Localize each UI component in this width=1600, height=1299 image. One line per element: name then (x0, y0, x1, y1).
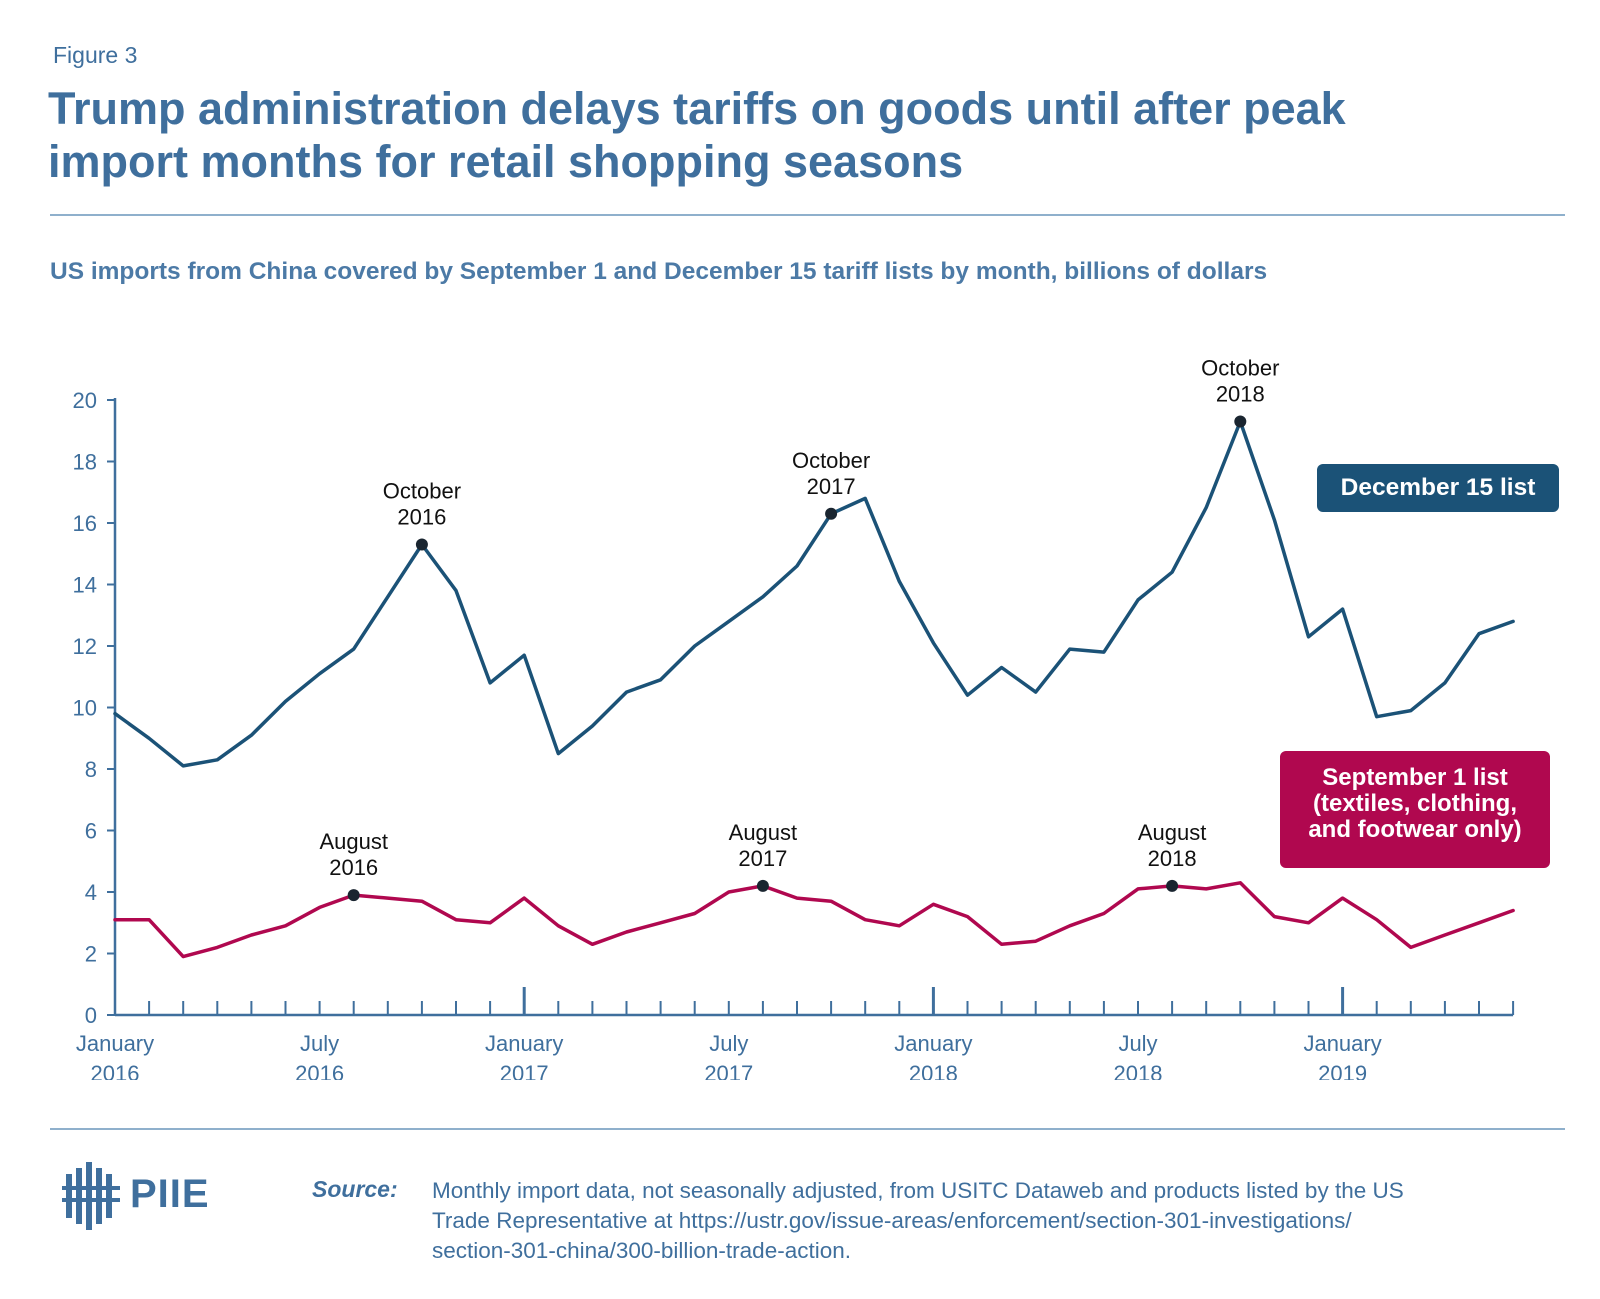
y-tick-label: 2 (85, 942, 97, 967)
x-tick-label-month: January (76, 1031, 154, 1056)
annotation-marker (756, 879, 769, 892)
legend-september-line-3: and footwear only) (1308, 816, 1522, 843)
annotation-year: 2016 (397, 505, 446, 530)
annotation-month: October (792, 448, 870, 473)
y-tick-label: 12 (73, 634, 97, 659)
annotation-year: 2018 (1148, 846, 1197, 871)
piie-building-logo-icon (62, 1162, 120, 1230)
legend-september-1: September 1 list (textiles, clothing, an… (1280, 751, 1550, 868)
x-tick-label-year: 2019 (1318, 1061, 1367, 1080)
legend-september-line-1: September 1 list (1322, 764, 1508, 791)
y-tick-label: 16 (73, 511, 97, 536)
piie-logo-text: PIIE (130, 1172, 210, 1216)
x-tick-label-month: January (1303, 1031, 1381, 1056)
annotation-marker (415, 538, 428, 551)
y-tick-label: 0 (85, 1003, 97, 1028)
x-tick-label-year: 2016 (295, 1061, 344, 1080)
y-tick-label: 4 (85, 880, 97, 905)
legend-september-line-2: (textiles, clothing, (1312, 790, 1518, 817)
legend-december-15: December 15 list (1317, 464, 1559, 512)
y-tick-label: 14 (73, 573, 97, 598)
top-divider (50, 214, 1565, 216)
source-line-3: section-301-china/300-billion-trade-acti… (432, 1238, 851, 1263)
x-tick-label-year: 2016 (91, 1061, 140, 1080)
x-tick-label-month: July (1118, 1031, 1157, 1056)
source-label: Source: (312, 1176, 398, 1202)
annotation-month: October (1201, 356, 1279, 381)
x-tick-label-year: 2018 (909, 1061, 958, 1080)
x-tick-label-year: 2017 (704, 1061, 753, 1080)
y-tick-label: 8 (85, 757, 97, 782)
figure-label: Figure 3 (53, 42, 138, 68)
annotation-year: 2017 (738, 846, 787, 871)
annotation-year: 2017 (807, 474, 856, 499)
source-line-1: Monthly import data, not seasonally adju… (432, 1178, 1404, 1203)
annotation-marker (1234, 415, 1247, 428)
chart-title-line-2: import months for retail shopping season… (48, 136, 964, 187)
series-line-december-15 (113, 419, 1515, 768)
annotation-month: August (319, 829, 388, 854)
annotation-month: August (729, 820, 798, 845)
x-tick-label-year: 2017 (500, 1061, 549, 1080)
x-tick-label-month: July (709, 1031, 748, 1056)
x-tick-label-month: January (894, 1031, 972, 1056)
chart-title-line-1: Trump administration delays tariffs on g… (48, 83, 1346, 134)
annotation-month: August (1138, 820, 1207, 845)
source-line-2: Trade Representative at https://ustr.gov… (432, 1208, 1352, 1233)
annotation-marker (1166, 879, 1179, 892)
chart-title: Trump administration delays tariffs on g… (48, 82, 1548, 188)
annotation-year: 2016 (329, 855, 378, 880)
series-line-september-1 (113, 881, 1515, 959)
chart-subtitle: US imports from China covered by Septemb… (50, 258, 1268, 285)
y-tick-label: 20 (73, 388, 97, 413)
x-tick-label-month: July (300, 1031, 339, 1056)
bottom-divider (50, 1128, 1565, 1130)
x-tick-label-month: January (485, 1031, 563, 1056)
annotation-marker (347, 889, 360, 902)
annotation-month: October (383, 479, 461, 504)
annotation-year: 2018 (1216, 382, 1265, 407)
y-tick-label: 6 (85, 819, 97, 844)
y-tick-label: 18 (73, 450, 97, 475)
source-text: Monthly import data, not seasonally adju… (432, 1176, 1562, 1266)
annotation-marker (825, 507, 838, 520)
y-tick-label: 10 (73, 696, 97, 721)
x-tick-label-year: 2018 (1114, 1061, 1163, 1080)
line-chart: 0 2 4 6 8 10 12 14 16 18 20 January 2016 July 2016 Janu… (73, 356, 1515, 1080)
